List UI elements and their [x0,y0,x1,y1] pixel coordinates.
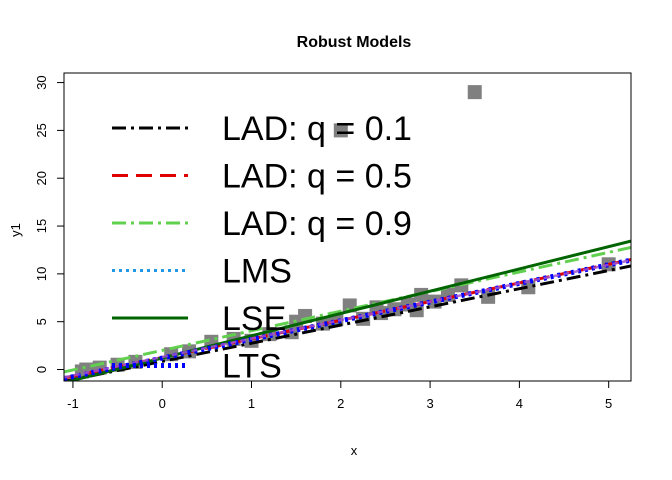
y-axis-label: y1 [8,223,23,237]
fit-line-lad-q-0-9 [64,245,631,374]
legend-label: LSE [222,300,286,338]
x-tick-label: 0 [159,396,166,411]
data-point [467,85,482,100]
x-axis-label: x [351,443,358,458]
x-tick-label: -1 [67,396,79,411]
y-tick-label: 25 [34,123,49,137]
legend-label: LMS [222,253,292,291]
x-tick-label: 3 [426,396,433,411]
legend-label: LTS [222,348,282,386]
legend: LAD: q = 0.1 LAD: q = 0.5 LAD: q = 0.9 LMS L… [112,110,412,386]
x-axis: -1 0 1 2 3 4 5 [67,381,612,411]
x-tick-label: 2 [337,396,344,411]
y-tick-label: 15 [34,219,49,233]
x-tick-label: 5 [605,396,612,411]
y-tick-label: 30 [34,75,49,89]
legend-label: LAD: q = 0.5 [222,158,412,196]
legend-label: LAD: q = 0.1 [222,110,412,148]
y-tick-label: 20 [34,171,49,185]
plot-area [64,85,631,381]
x-tick-label: 4 [516,396,523,411]
fit-line-lse [64,239,631,381]
legend-label: LAD: q = 0.9 [222,205,412,243]
y-axis: 0 5 10 15 20 25 30 [34,75,64,373]
y-tick-label: 5 [34,318,49,325]
x-tick-label: 1 [248,396,255,411]
fit-line-overlay [64,258,631,379]
chart-title: Robust Models [297,34,412,51]
fit-line-lad-q-0-1 [64,264,631,381]
y-tick-label: 0 [34,366,49,373]
plot-border [63,72,632,382]
data-point [333,123,348,138]
fit-line-lts [64,257,631,381]
y-tick-label: 10 [34,267,49,281]
